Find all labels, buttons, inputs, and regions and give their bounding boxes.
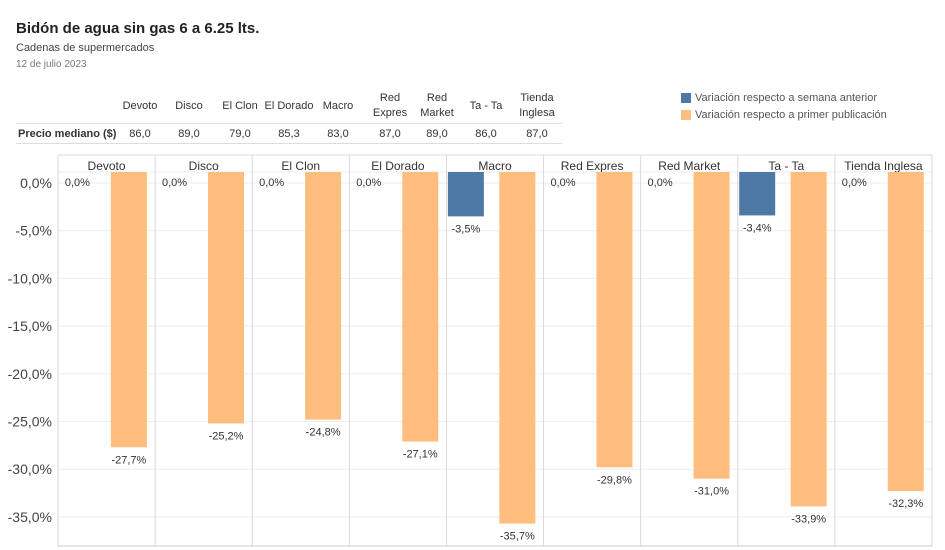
chart-title: Bidón de agua sin gas 6 a 6.25 lts. <box>16 20 260 37</box>
bar <box>110 172 147 448</box>
legend-swatch-first <box>681 109 691 120</box>
y-tick-label: -20,0% <box>8 366 52 382</box>
data-label: -33,9% <box>791 513 826 525</box>
data-label: -32,3% <box>888 498 923 510</box>
bar <box>790 172 827 507</box>
legend-swatch-weekly <box>681 92 691 103</box>
category-header: Red Expres <box>561 159 624 173</box>
bar <box>693 172 730 479</box>
price-header: Macro <box>322 100 354 112</box>
price-table-top-rule <box>16 123 562 124</box>
data-label: 0,0% <box>356 177 381 189</box>
data-label: 0,0% <box>259 177 284 189</box>
data-label: -3,5% <box>451 223 480 235</box>
price-header: Tienda Inglesa <box>519 92 555 119</box>
data-label: 0,0% <box>648 177 673 189</box>
bar <box>305 172 342 420</box>
price-value: 87,0 <box>379 128 401 140</box>
bar <box>402 172 439 442</box>
data-label: -3,4% <box>743 222 772 234</box>
data-label: -27,7% <box>111 454 146 466</box>
price-header: Red Market <box>420 92 454 119</box>
legend-item-weekly: Variación respecto a semana anterior <box>681 89 887 106</box>
price-value: 83,0 <box>327 128 349 140</box>
category-header: Red Market <box>658 159 721 173</box>
price-header: Devoto <box>122 100 158 112</box>
price-value: 79,0 <box>229 128 251 140</box>
legend-item-first: Variación respecto a primer publicación <box>681 106 887 123</box>
data-label: -27,1% <box>403 449 438 461</box>
chart-date: 12 de julio 2023 <box>16 59 87 70</box>
category-header: Macro <box>478 159 512 173</box>
data-label: 0,0% <box>65 177 90 189</box>
legend: Variación respecto a semana anterior Var… <box>681 89 887 123</box>
category-header: Tienda Inglesa <box>844 159 923 173</box>
price-value: 87,0 <box>526 128 548 140</box>
price-header: Ta - Ta <box>469 100 503 112</box>
price-header: Red Expres <box>372 92 408 119</box>
bar <box>208 172 245 424</box>
chart-subtitle: Cadenas de supermercados <box>16 42 155 54</box>
data-label: -24,8% <box>306 427 341 439</box>
y-tick-label: -25,0% <box>8 414 52 430</box>
price-value: 86,0 <box>475 128 497 140</box>
price-table-bottom-rule <box>16 143 562 144</box>
price-value: 86,0 <box>129 128 151 140</box>
data-label: 0,0% <box>550 177 575 189</box>
category-header: El Dorado <box>371 159 425 173</box>
y-tick-label: -30,0% <box>8 461 52 477</box>
y-tick-label: -35,0% <box>8 509 52 525</box>
y-tick-label: -10,0% <box>8 270 52 286</box>
price-value: 89,0 <box>426 128 448 140</box>
y-tick-label: -15,0% <box>8 318 52 334</box>
price-value: 89,0 <box>178 128 200 140</box>
category-header: Devoto <box>88 159 126 173</box>
legend-label-weekly: Variación respecto a semana anterior <box>695 91 878 104</box>
data-label: -35,7% <box>500 531 535 543</box>
data-label: -29,8% <box>597 474 632 486</box>
price-header: El Clon <box>222 100 258 112</box>
category-header: Ta - Ta <box>768 159 804 173</box>
bar <box>596 172 633 468</box>
bar <box>887 172 924 492</box>
legend-label-first: Variación respecto a primer publicación <box>695 108 887 121</box>
y-tick-label: 0,0% <box>20 175 52 191</box>
price-row-label: Precio mediano ($) <box>18 128 117 140</box>
data-label: 0,0% <box>162 177 187 189</box>
price-header: El Dorado <box>264 100 314 112</box>
data-label: -31,0% <box>694 486 729 498</box>
y-tick-label: -5,0% <box>15 223 52 239</box>
price-value: 85,3 <box>278 128 300 140</box>
bar <box>499 172 536 524</box>
data-label: 0,0% <box>842 177 867 189</box>
data-label: -25,2% <box>209 430 244 442</box>
category-header: El Clon <box>281 159 320 173</box>
category-header: Disco <box>189 159 219 173</box>
price-header: Disco <box>175 100 203 112</box>
bar <box>739 172 776 216</box>
bar <box>447 172 484 217</box>
